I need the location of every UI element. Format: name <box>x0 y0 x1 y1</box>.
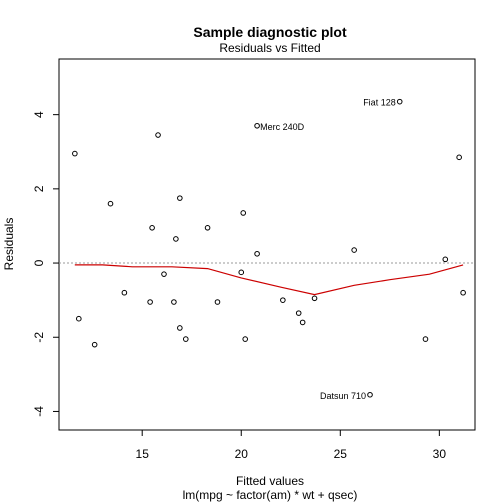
data-point <box>91 341 98 348</box>
data-point <box>214 299 221 305</box>
data-point <box>147 299 153 305</box>
data-point <box>107 200 114 207</box>
data-point <box>177 195 183 201</box>
x-axis-sublabel: lm(mpg ~ factor(am) * wt + qsec) <box>183 488 358 502</box>
data-point <box>396 98 403 105</box>
data-point <box>280 297 286 303</box>
y-tick-label: 2 <box>32 185 46 192</box>
chart-title: Sample diagnostic plot <box>193 24 347 40</box>
x-tick-label: 25 <box>334 447 348 461</box>
data-point <box>149 225 155 231</box>
y-axis-label: Residuals <box>2 218 16 271</box>
data-point <box>460 289 466 296</box>
data-point <box>367 391 373 398</box>
point-label: Merc 240D <box>260 122 305 132</box>
y-tick-label: 0 <box>32 259 46 266</box>
data-point <box>242 336 249 342</box>
data-point <box>171 299 177 305</box>
smoother-line <box>74 264 464 296</box>
x-axis: 15 20 25 30 <box>136 429 447 461</box>
point-label: Datsun 710 <box>320 391 366 401</box>
y-tick-label: -4 <box>32 406 46 417</box>
data-point <box>295 310 302 316</box>
y-tick-label: -2 <box>32 332 46 343</box>
y-axis: -4 -2 0 2 4 <box>32 111 60 417</box>
data-point <box>121 289 128 296</box>
point-label: Fiat 128 <box>363 98 396 108</box>
data-point <box>456 154 462 161</box>
data-point <box>240 210 247 216</box>
data-point <box>161 271 167 277</box>
points-layer <box>72 98 466 398</box>
data-point <box>155 132 161 138</box>
data-point <box>311 295 318 302</box>
data-point <box>204 225 211 231</box>
x-tick-label: 20 <box>235 447 249 461</box>
data-point <box>422 336 429 342</box>
chart-subtitle: Residuals vs Fitted <box>219 41 320 55</box>
data-point <box>182 336 189 342</box>
plot-area <box>58 58 476 431</box>
data-point <box>254 250 260 257</box>
data-point <box>299 319 306 326</box>
data-point <box>442 256 449 263</box>
data-point <box>254 122 260 129</box>
x-tick-label: 30 <box>433 447 447 461</box>
data-point <box>76 315 82 322</box>
data-point <box>351 247 357 253</box>
data-point <box>238 269 245 276</box>
y-tick-label: 4 <box>32 111 46 118</box>
data-point <box>177 325 183 331</box>
x-tick-label: 15 <box>136 447 150 461</box>
point-labels-layer: Merc 240D Datsun 710 Fiat 128 <box>260 98 396 401</box>
data-point <box>173 236 179 242</box>
x-axis-label: Fitted values <box>236 474 304 488</box>
data-point <box>72 150 78 157</box>
